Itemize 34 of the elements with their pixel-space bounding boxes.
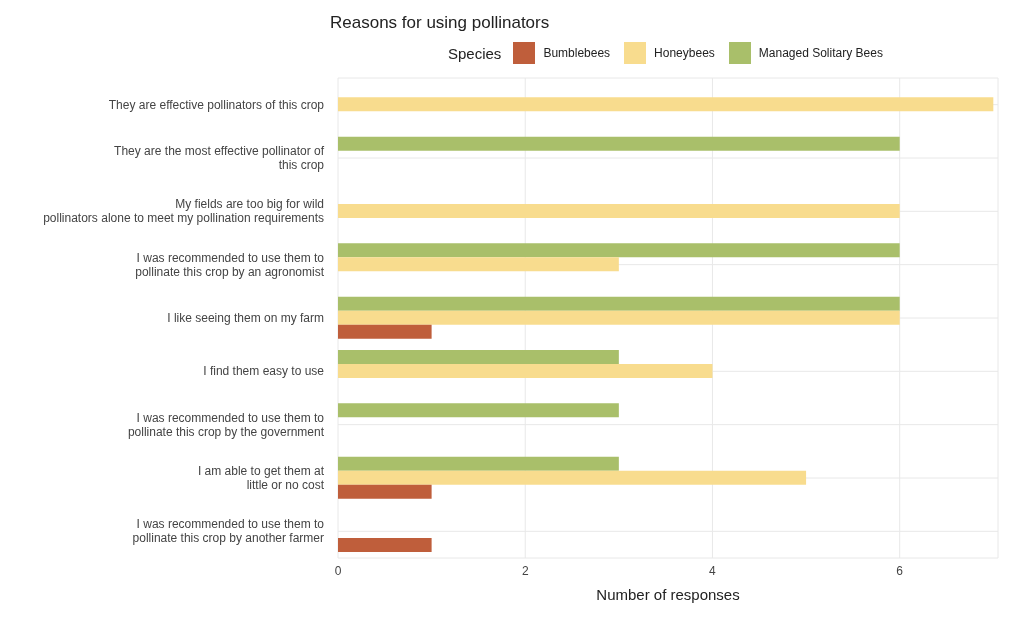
legend-label: Bumblebees: [542, 45, 611, 62]
bar: [338, 484, 432, 499]
legend-title: Species: [448, 44, 502, 62]
chart-title: Reasons for using pollinators: [330, 12, 551, 34]
bar: [338, 310, 900, 325]
y-tick-label: I like seeing them on my farm: [167, 311, 324, 325]
bar: [338, 136, 900, 151]
y-tick-label: I was recommended to use them to pollinate this crop by another farmer: [132, 517, 325, 546]
bar: [338, 403, 619, 418]
y-tick-label: They are effective pollinators of this crop: [108, 97, 325, 112]
bar: [338, 538, 432, 552]
bar: [338, 97, 994, 112]
bar: [338, 364, 713, 378]
x-tick-label: 2: [521, 563, 529, 578]
bar: [338, 296, 900, 311]
x-tick-label: 0: [334, 563, 342, 578]
x-tick-label: 6: [896, 563, 904, 578]
x-tick-label: 4: [709, 563, 717, 578]
bar: [338, 324, 432, 339]
bar: [338, 243, 900, 258]
bar: [338, 257, 619, 272]
legend-label: Managed Solitary Bees: [757, 45, 883, 62]
bar: [338, 470, 807, 485]
bar: [338, 456, 619, 471]
bar: [338, 204, 900, 218]
x-axis-title: Number of responses: [596, 586, 740, 603]
y-tick-label: I was recommended to use them to pollinate this crop by an agronomist: [135, 250, 325, 279]
y-tick-label: I find them easy to use: [203, 364, 325, 379]
bar: [338, 350, 619, 364]
legend-label: Honeybees: [653, 45, 715, 62]
y-tick-label: My fields are too big for wild pollinators alone to meet my pollination requirements: [43, 197, 324, 226]
y-tick-label: I was recommended to use them to pollinate this crop by the government: [127, 410, 325, 439]
y-tick-label: They are the most effective pollinator of this crop: [114, 144, 325, 172]
y-tick-label: I am able to get them at little or no cost: [197, 464, 325, 492]
